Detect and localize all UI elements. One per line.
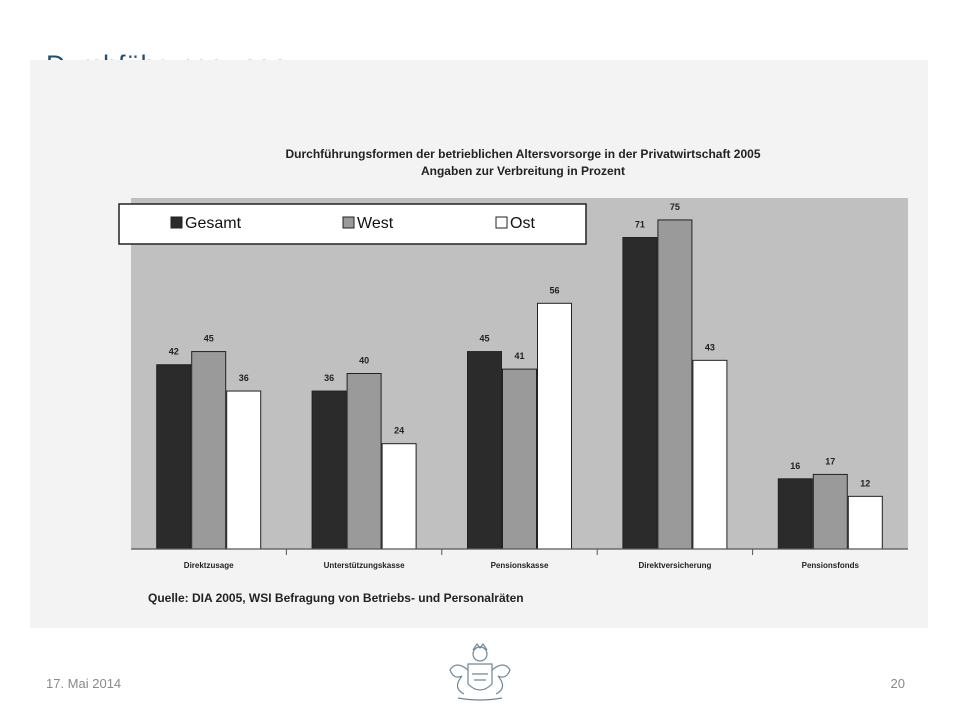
data-label: 17 — [825, 456, 835, 466]
bar-west-5 — [812, 473, 848, 550]
chart-figure: Durchführungsformen der betrieblichen Al… — [30, 60, 928, 628]
bar-ost-5 — [847, 495, 883, 550]
legend-label-gesamt: Gesamt — [185, 215, 242, 232]
bar-gesamt-2 — [311, 390, 347, 550]
bar-west-4 — [657, 219, 693, 550]
legend-swatch-gesamt — [170, 216, 183, 229]
data-label: 42 — [169, 347, 179, 357]
data-label: 12 — [860, 478, 870, 488]
data-label: 36 — [324, 373, 334, 383]
bar-gesamt-5 — [777, 478, 813, 550]
bar-ost-4 — [692, 359, 728, 550]
data-label: 71 — [635, 219, 645, 229]
legend-label-ost: Ost — [510, 215, 535, 232]
category-label: Pensionskasse — [491, 561, 549, 570]
chart-title: Durchführungsformen der betrieblichen Al… — [285, 147, 760, 161]
data-label: 45 — [479, 334, 489, 344]
legend: Gesamt West Ost — [118, 203, 587, 245]
data-label: 24 — [394, 426, 404, 436]
bar-chart: Durchführungsformen der betrieblichen Al… — [118, 147, 908, 605]
bar-west-1 — [191, 351, 227, 550]
data-label: 16 — [790, 461, 800, 471]
coat-of-arms-logo — [449, 642, 511, 701]
data-label: 45 — [204, 334, 214, 344]
bar-gesamt-3 — [467, 351, 502, 550]
category-label: Direktzusage — [184, 561, 234, 570]
category-label: Unterstützungskasse — [324, 561, 405, 570]
data-label: 41 — [514, 351, 524, 361]
data-label: 75 — [670, 202, 680, 212]
legend-label-west: West — [357, 215, 394, 232]
bar-west-2 — [346, 373, 382, 550]
data-label: 40 — [359, 356, 369, 366]
bar-gesamt-1 — [156, 364, 192, 550]
data-label: 43 — [705, 342, 715, 352]
bar-ost-3 — [537, 302, 572, 550]
bar-gesamt-4 — [622, 236, 658, 550]
data-label: 36 — [239, 373, 249, 383]
legend-swatch-west — [342, 216, 355, 229]
category-label: Direktversicherung — [638, 561, 711, 570]
category-label: Pensionsfonds — [802, 561, 860, 570]
bar-west-3 — [502, 368, 537, 550]
chart-subtitle: Angaben zur Verbreitung in Prozent — [421, 164, 625, 178]
bar-ost-2 — [381, 443, 417, 550]
footer-date: 17. Mai 2014 — [46, 676, 122, 691]
bar-ost-1 — [226, 390, 262, 550]
data-label: 56 — [549, 285, 559, 295]
page-number: 20 — [890, 676, 905, 691]
legend-swatch-ost — [495, 216, 508, 229]
source-note: Quelle: DIA 2005, WSI Befragung von Betr… — [148, 591, 524, 605]
